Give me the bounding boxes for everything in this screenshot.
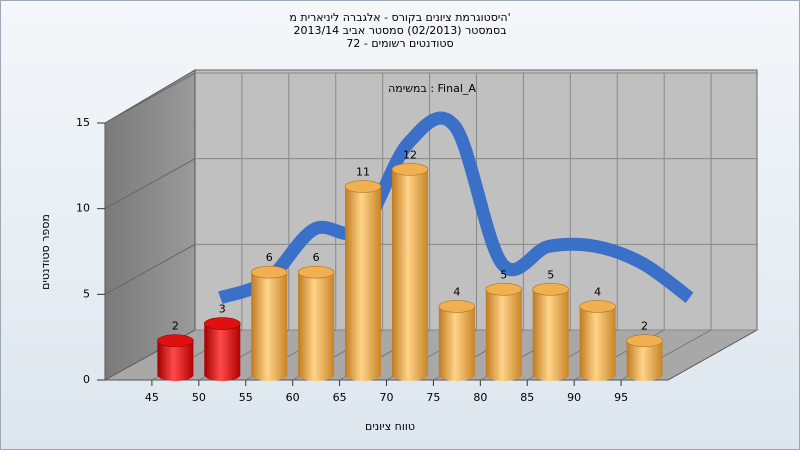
chart-subtitle: בסמסטר (02/2013) סמסטר אביב 2013/14 — [293, 24, 506, 37]
value-label: 6 — [313, 251, 320, 264]
y-axis-label: מספר סטודנטים — [39, 214, 52, 290]
bar — [344, 180, 382, 381]
x-tick-label: 90 — [567, 391, 581, 404]
value-label: 4 — [594, 285, 601, 298]
left-wall — [104, 69, 196, 381]
value-label: 5 — [500, 268, 507, 281]
bar-cap — [250, 265, 288, 279]
bars: 2 3 6 6 11 12 4 5 5 4 2 — [157, 148, 663, 381]
bar-cap — [532, 283, 570, 296]
chart-title: היסטוגרמת ציונים בקורס - אלגברה ליניארית… — [289, 11, 510, 24]
bar-body — [438, 306, 475, 375]
x-tick-label: 45 — [145, 391, 159, 404]
value-label: 2 — [641, 320, 648, 333]
x-tick-label: 50 — [192, 391, 206, 404]
x-tick-label: 60 — [286, 391, 300, 404]
value-label: 3 — [219, 303, 226, 316]
x-tick-label: 75 — [426, 391, 440, 404]
value-label: 12 — [403, 148, 417, 161]
bar — [203, 317, 241, 381]
value-label: 5 — [547, 268, 554, 281]
grid-line — [104, 72, 196, 124]
y-tick-label: 0 — [83, 373, 90, 386]
bar — [250, 265, 288, 381]
bar-cap — [157, 334, 194, 348]
bar-cap — [391, 163, 429, 176]
bar-cap — [203, 317, 241, 330]
grid-line — [104, 158, 196, 210]
bar — [626, 334, 663, 381]
bar — [157, 334, 194, 381]
value-label: 2 — [172, 320, 179, 333]
value-label: 11 — [356, 166, 370, 179]
annotation: במשימה : Final_A — [388, 82, 476, 95]
x-tick-label: 85 — [520, 391, 534, 404]
bar — [438, 300, 476, 381]
line-layer — [218, 111, 694, 304]
bar-cap — [626, 334, 663, 348]
x-axis-label: טווח ציונים — [365, 420, 415, 433]
bar — [297, 265, 335, 381]
bar-body — [579, 306, 616, 375]
grid-line — [104, 243, 196, 295]
bar-cap — [579, 300, 616, 313]
bar-cap — [297, 265, 335, 279]
bar-body — [251, 272, 288, 375]
series-line — [218, 111, 694, 304]
bar — [579, 300, 616, 381]
value-label: 4 — [453, 285, 460, 298]
bar — [391, 163, 429, 381]
x-tick-label: 55 — [239, 391, 253, 404]
bar-body — [298, 272, 335, 375]
bar-cap — [344, 180, 382, 193]
bar-body — [345, 186, 382, 375]
chart-subtitle: סטודנטים רשומים - 72 — [346, 37, 453, 50]
bar — [485, 283, 523, 381]
bar-body — [485, 289, 522, 375]
y-tick-label: 5 — [83, 287, 90, 300]
y-tick-label: 15 — [76, 116, 90, 129]
x-tick-label: 95 — [614, 391, 628, 404]
x-tick-label: 65 — [333, 391, 347, 404]
bar-body — [204, 323, 241, 375]
bar-cap — [438, 300, 476, 313]
bar-body — [532, 289, 569, 375]
bar-body — [391, 169, 428, 375]
y-tick-label: 10 — [76, 202, 90, 215]
value-label: 6 — [266, 251, 273, 264]
x-tick-label: 80 — [473, 391, 487, 404]
bar — [532, 283, 570, 381]
x-tick-label: 70 — [380, 391, 394, 404]
bar-cap — [485, 283, 523, 296]
